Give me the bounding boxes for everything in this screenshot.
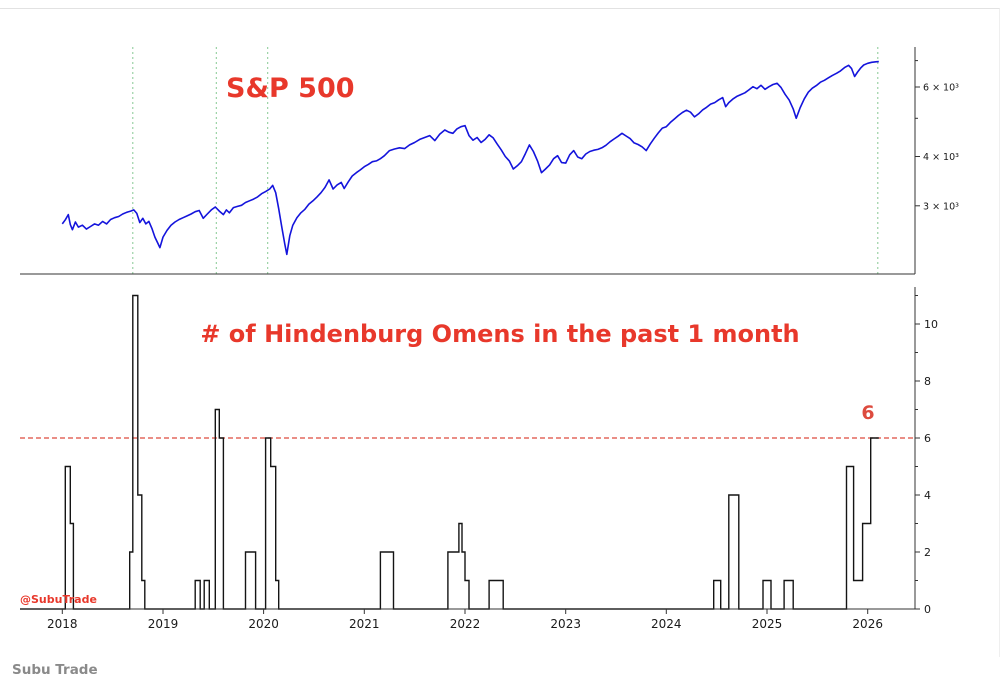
watermark: @SubuTrade [20,593,97,606]
x-tick-label: 2022 [450,617,481,631]
y-tick-label: 6 [924,432,931,445]
y-tick-label: 3 × 10³ [923,201,959,212]
sp500-line [61,60,879,256]
x-tick-label: 2023 [550,617,581,631]
y-tick-label: 10 [924,318,938,331]
omen-chart-title: # of Hindenburg Omens in the past 1 mont… [200,320,800,348]
omen-panel: 0 2 4 6 8 10 2018 2019 2020 2021 2022 2023 2024 2025 2… [20,287,938,631]
threshold-value-label: 6 [861,402,875,424]
y-tick-label: 6 × 10³ [923,83,959,94]
caption: Subu Trade [12,662,98,678]
x-tick-label: 2024 [651,617,682,631]
x-tick-label: 2025 [752,617,783,631]
y-tick-label: 2 [924,546,931,559]
chart-canvas: 3 × 10³ 4 × 10³ 6 × 10³ 0 2 4 6 8 10 2018 2019 2020… [20,47,959,631]
y-tick-label: 4 [924,489,931,502]
sp500-title: S&P 500 [226,73,355,104]
x-tick-label: 2021 [349,617,380,631]
y-tick-label: 4 × 10³ [923,152,959,163]
x-tick-label: 2026 [852,617,883,631]
x-tick-label: 2020 [248,617,279,631]
sp500-panel: 3 × 10³ 4 × 10³ 6 × 10³ [20,47,959,275]
chart-image: 3 × 10³ 4 × 10³ 6 × 10³ 0 2 4 6 8 10 2018 2019 2020… [0,8,1000,657]
x-tick-label: 2019 [148,617,179,631]
x-tick-label: 2018 [47,617,78,631]
y-tick-label: 8 [924,375,931,388]
y-tick-label: 0 [924,603,931,616]
